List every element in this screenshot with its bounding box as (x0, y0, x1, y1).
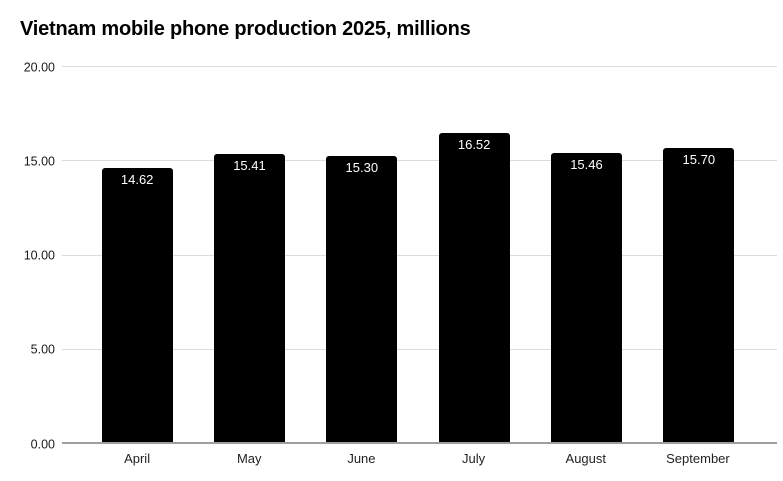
bar-april: 14.62 (101, 168, 173, 444)
bar-band: 14.62 (81, 67, 193, 444)
y-tick-label: 10.00 (23, 248, 55, 263)
bar-band: 15.46 (530, 67, 642, 444)
bar-september: 15.70 (663, 148, 735, 444)
gridline (62, 254, 777, 256)
bar-june: 15.30 (326, 155, 398, 444)
x-tick-label: April (124, 451, 151, 466)
plot-area: 14.62 15.41 15.30 16.52 15.46 15.70 (62, 66, 777, 444)
bar-band: 15.70 (643, 67, 755, 444)
bar-value-label: 14.62 (120, 172, 154, 188)
bar-band: 16.52 (418, 67, 530, 444)
y-tick-label: 15.00 (23, 154, 55, 168)
x-tick-label: June (347, 451, 376, 466)
y-tick-label: 20.00 (23, 59, 55, 74)
bar-value-label: 15.30 (345, 159, 379, 175)
bar-july: 16.52 (438, 132, 510, 444)
x-tick-label: July (462, 451, 486, 466)
y-tick-label: 0.00 (30, 436, 55, 451)
bar-value-label: 15.46 (570, 156, 603, 172)
x-tick-label: May (236, 451, 262, 466)
gridline (62, 348, 777, 350)
bar-band: 15.30 (306, 67, 418, 444)
y-tick-label: 5.00 (30, 342, 55, 357)
chart-title: Vietnam mobile phone production 2025, mi… (20, 18, 471, 40)
x-tick-label: September (666, 451, 730, 466)
bar-value-label: 15.70 (682, 152, 716, 168)
bar-series: 14.62 15.41 15.30 16.52 15.46 15.70 (81, 67, 755, 444)
bar-value-label: 16.52 (457, 136, 491, 152)
x-axis: April May June July August September (81, 451, 754, 466)
bar-value-label: 15.41 (233, 157, 266, 173)
bar-may: 15.41 (213, 153, 285, 444)
bar-band: 15.41 (193, 67, 305, 444)
x-tick-label: August (565, 451, 607, 466)
gridline (62, 160, 777, 162)
x-axis-line (62, 442, 777, 444)
bar-august: 15.46 (550, 152, 622, 444)
gridline (62, 66, 777, 67)
y-axis: 0.00 5.00 10.00 15.00 20.00 (0, 61, 55, 450)
